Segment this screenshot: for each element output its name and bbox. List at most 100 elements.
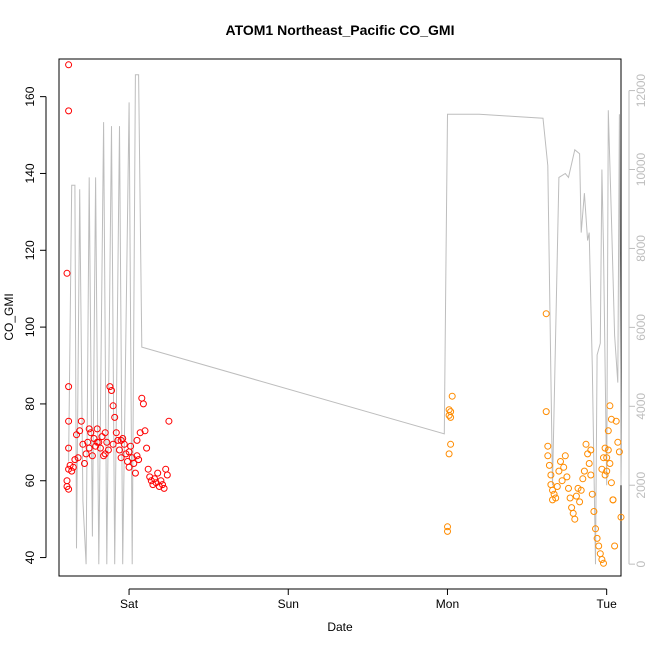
data-point-series-b (607, 479, 615, 487)
data-point-series-a (157, 477, 165, 485)
data-point-series-b (585, 460, 593, 467)
y2-tick-label: 4000 (634, 393, 648, 420)
y2-tick-label: 6000 (634, 314, 648, 341)
data-point-series-b (592, 525, 599, 533)
data-point-series-b (447, 413, 455, 421)
data-point-series-b (577, 486, 585, 494)
data-point-series-a (117, 436, 125, 444)
altitude-line-layer (68, 74, 622, 565)
y-tick-label: 160 (23, 86, 37, 106)
x-tick-label: Sat (120, 597, 139, 611)
data-point-series-b (542, 408, 550, 416)
data-point-series-a (68, 467, 76, 475)
data-point-series-b (601, 471, 609, 479)
x-axis: Sat Sun Mon Tue (120, 588, 618, 611)
data-point-series-a (93, 425, 101, 433)
data-point-series-b (572, 492, 580, 500)
data-point-series-b (598, 465, 606, 473)
x-axis-label: Date (327, 620, 353, 634)
data-point-series-a (117, 454, 125, 462)
data-point-series-b (550, 490, 558, 498)
data-point-series-a (63, 477, 71, 485)
data-point-series-a (130, 460, 138, 467)
data-point-series-b (444, 523, 451, 531)
y-tick-label: 60 (23, 474, 37, 488)
data-point-series-b (558, 477, 566, 485)
y-tick-label: 120 (23, 240, 37, 260)
chart-title: ATOM1 Northeast_Pacific CO_GMI (226, 22, 455, 38)
data-point-series-b (571, 515, 579, 523)
data-point-series-a (74, 454, 82, 462)
data-point-series-b (555, 467, 563, 475)
data-point-series-a (65, 417, 73, 425)
data-point-series-a (65, 61, 73, 69)
data-point-series-a (114, 436, 122, 444)
data-point-series-a (109, 402, 117, 410)
data-point-series-a (131, 469, 139, 477)
data-point-series-a (81, 460, 88, 467)
data-point-series-a (135, 456, 143, 464)
y-tick-label: 80 (23, 397, 37, 411)
y-tick-label: 40 (23, 551, 37, 565)
data-point-series-b (612, 417, 620, 425)
x-tick-label: Mon (436, 597, 459, 611)
plot-frame (58, 58, 622, 577)
data-point-series-b (595, 542, 603, 550)
data-point-series-b (576, 498, 584, 506)
data-point-series-a (88, 452, 96, 460)
data-point-series-b (587, 471, 595, 479)
data-point-series-b (615, 448, 623, 456)
data-point-series-b (542, 310, 550, 318)
data-point-series-a (65, 107, 73, 115)
data-point-series-b (614, 438, 622, 446)
data-point-series-b (596, 550, 604, 558)
data-point-series-b (607, 415, 615, 423)
data-point-series-b (544, 452, 552, 460)
data-point-series-b (587, 446, 595, 454)
data-point-series-a (106, 383, 114, 391)
data-point-series-a (65, 485, 73, 493)
y2-tick-label: 0 (634, 561, 648, 568)
data-point-series-a (141, 427, 149, 435)
y-axis-label: CO_GMI (2, 293, 16, 340)
data-point-series-b (448, 392, 456, 400)
data-point-series-b (566, 494, 574, 502)
data-point-series-a (159, 481, 166, 489)
data-point-series-a (76, 427, 84, 435)
data-point-series-b (580, 467, 588, 475)
data-point-series-a (162, 465, 170, 473)
data-point-series-a (93, 438, 101, 446)
data-point-series-a (133, 436, 141, 444)
data-point-series-b (447, 408, 455, 416)
data-point-series-a (143, 444, 151, 452)
data-point-series-b (609, 496, 617, 504)
data-point-series-b (569, 509, 577, 517)
y2-tick-label: 8000 (634, 235, 648, 262)
data-point-series-a (77, 417, 85, 425)
data-points-layer (63, 61, 625, 567)
data-point-series-b (445, 406, 453, 414)
data-point-series-b (601, 444, 609, 452)
y2-tick-label: 12000 (634, 74, 648, 108)
data-point-series-a (163, 471, 171, 479)
y-tick-label: 100 (23, 317, 37, 337)
data-point-series-b (557, 458, 564, 465)
data-point-series-b (588, 490, 596, 498)
data-point-series-b (560, 463, 568, 471)
data-point-series-b (552, 494, 560, 502)
data-point-series-a (100, 452, 108, 460)
x-tick-label: Tue (597, 597, 618, 611)
data-point-series-b (598, 556, 606, 563)
data-point-series-b (584, 450, 592, 458)
data-point-series-a (144, 465, 152, 473)
data-point-series-a (151, 475, 158, 483)
data-point-series-a (133, 452, 141, 460)
y-tick-label: 140 (23, 163, 37, 183)
data-point-series-b (579, 475, 587, 483)
data-point-series-b (444, 527, 451, 535)
data-point-series-b (611, 542, 619, 550)
data-point-series-a (96, 444, 104, 452)
x-tick-label: Sun (278, 597, 299, 611)
